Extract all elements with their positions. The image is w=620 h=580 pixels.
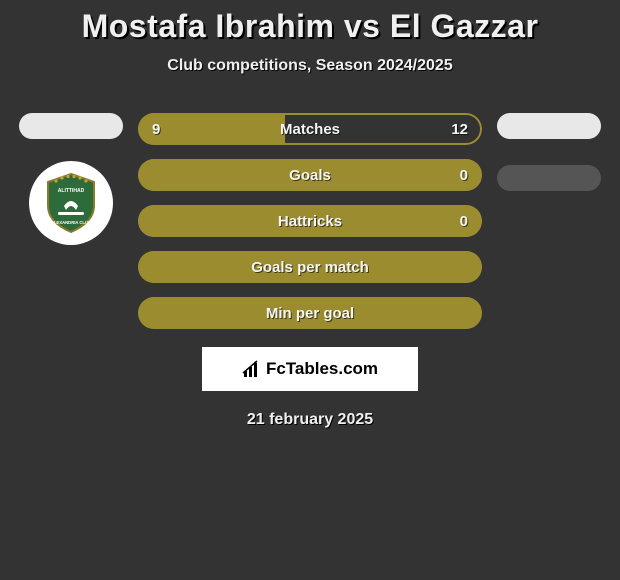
footer-date: 21 february 2025 [0, 411, 620, 429]
club-badge-icon: ALITTIHAD ALEXANDRIA CLUB [36, 168, 106, 238]
stat-value-right: 0 [460, 205, 468, 237]
stat-label: Goals [138, 159, 482, 191]
brand-text: FcTables.com [266, 359, 378, 379]
bar-chart-icon [242, 359, 262, 379]
stat-row: Matches9 12 [138, 113, 482, 145]
club-badge-circle: ALITTIHAD ALEXANDRIA CLUB [29, 161, 113, 245]
stat-row: Min per goal [138, 297, 482, 329]
stat-value-left: 9 [152, 113, 160, 145]
left-column: ALITTIHAD ALEXANDRIA CLUB [16, 113, 126, 245]
stat-value-right: 0 [460, 159, 468, 191]
stat-value-right: 12 [451, 113, 468, 145]
brand-box: FcTables.com [202, 347, 418, 391]
stat-label: Hattricks [138, 205, 482, 237]
stat-label: Min per goal [138, 297, 482, 329]
stat-label: Matches [138, 113, 482, 145]
right-flag-pill-1 [497, 113, 601, 139]
stat-row: Hattricks0 [138, 205, 482, 237]
page-subtitle: Club competitions, Season 2024/2025 [0, 57, 620, 75]
stat-label: Goals per match [138, 251, 482, 283]
svg-text:ALITTIHAD: ALITTIHAD [58, 188, 85, 194]
stats-area: ALITTIHAD ALEXANDRIA CLUB Matches9 12 Goal… [0, 113, 620, 329]
left-flag-pill [19, 113, 123, 139]
infographic-container: Mostafa Ibrahim vs El Gazzar Club compet… [0, 0, 620, 429]
right-column [494, 113, 604, 191]
stat-row: Goals per match [138, 251, 482, 283]
svg-text:ALEXANDRIA CLUB: ALEXANDRIA CLUB [51, 220, 91, 225]
right-flag-pill-2 [497, 165, 601, 191]
page-title: Mostafa Ibrahim vs El Gazzar [0, 8, 620, 45]
bars-column: Matches912Goals0Hattricks0Goals per matc… [138, 113, 482, 329]
stat-row: Goals0 [138, 159, 482, 191]
